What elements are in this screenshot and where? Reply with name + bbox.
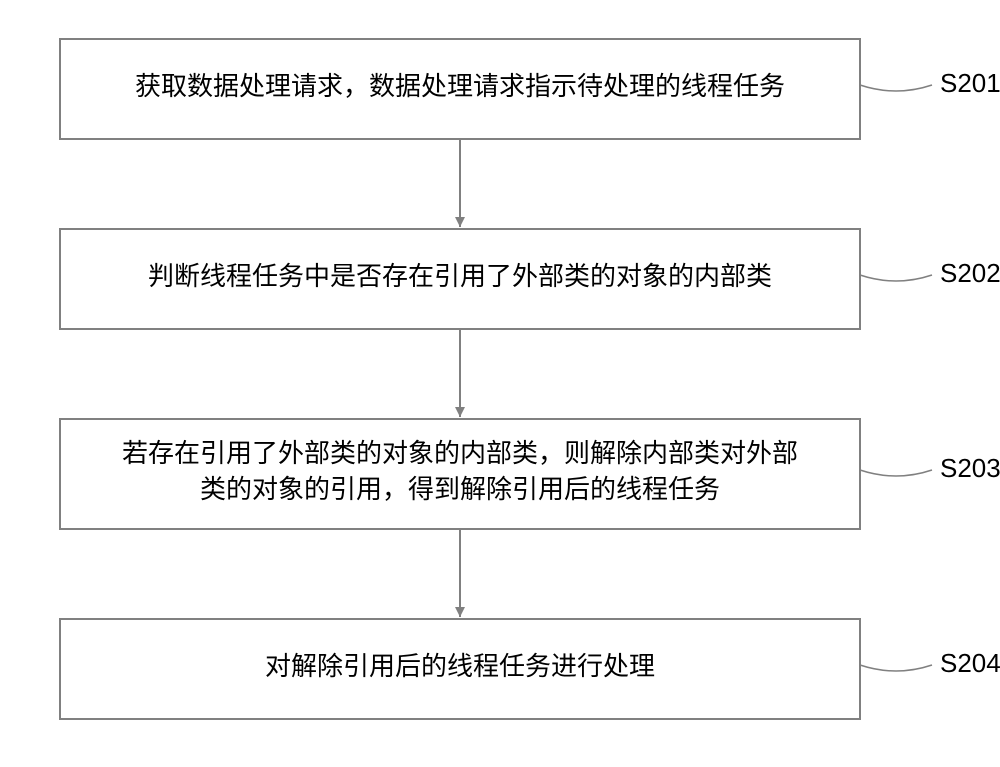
step-label: S204 bbox=[940, 648, 1000, 678]
flow-node-text: 获取数据处理请求，数据处理请求指示待处理的线程任务 bbox=[135, 72, 785, 101]
flow-node-text: 对解除引用后的线程任务进行处理 bbox=[265, 652, 655, 681]
step-label: S203 bbox=[940, 453, 1000, 483]
flow-node-text: 类的对象的引用，得到解除引用后的线程任务 bbox=[200, 475, 720, 504]
flow-node-box bbox=[60, 419, 860, 529]
flow-node-S202: 判断线程任务中是否存在引用了外部类的对象的内部类 S202 bbox=[60, 229, 1000, 329]
step-label: S202 bbox=[940, 258, 1000, 288]
flow-node-text: 若存在引用了外部类的对象的内部类，则解除内部类对外部 bbox=[122, 439, 798, 468]
flow-node-text: 判断线程任务中是否存在引用了外部类的对象的内部类 bbox=[148, 262, 772, 291]
flow-node-S203: 若存在引用了外部类的对象的内部类，则解除内部类对外部类的对象的引用，得到解除引用… bbox=[60, 419, 1000, 529]
flow-node-S201: 获取数据处理请求，数据处理请求指示待处理的线程任务 S201 bbox=[60, 39, 1000, 139]
leader-line bbox=[860, 275, 932, 281]
leader-line bbox=[860, 85, 932, 91]
step-label: S201 bbox=[940, 68, 1000, 98]
leader-line bbox=[860, 470, 932, 476]
flow-node-S204: 对解除引用后的线程任务进行处理 S204 bbox=[60, 619, 1000, 719]
leader-line bbox=[860, 665, 932, 671]
